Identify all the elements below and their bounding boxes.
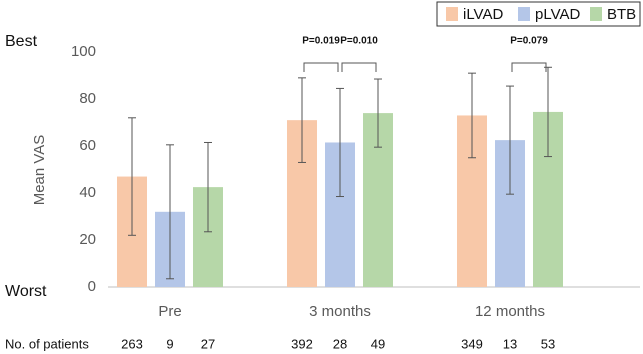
legend-label: BTB — [607, 6, 636, 23]
error-bar — [506, 85, 514, 195]
patients-label: No. of patients — [5, 336, 89, 351]
patient-count: 28 — [333, 336, 347, 351]
legend-swatch — [446, 7, 458, 21]
y-top-label: Best — [5, 33, 38, 50]
error-bar — [298, 77, 306, 163]
error-bar — [468, 72, 476, 159]
x-tick-label: 3 months — [309, 303, 371, 320]
p-value: P=0.019 — [302, 36, 340, 47]
patient-count: 349 — [461, 336, 483, 351]
y-bottom-label: Worst — [5, 283, 47, 300]
error-bar — [166, 144, 174, 280]
patient-count: 263 — [121, 336, 143, 351]
y-tick-label: 80 — [79, 90, 96, 107]
patient-count: 13 — [503, 336, 517, 351]
error-bar — [544, 66, 552, 158]
error-bar — [204, 141, 212, 233]
error-bar — [374, 78, 382, 148]
error-bar — [128, 117, 136, 236]
legend-label: pLVAD — [535, 6, 580, 23]
p-value: P=0.079 — [510, 36, 548, 47]
x-tick-label: 12 months — [475, 303, 545, 320]
y-axis-label: Mean VAS — [31, 135, 48, 206]
patient-count: 392 — [291, 336, 313, 351]
y-tick-label: 20 — [79, 231, 96, 248]
patient-count: 49 — [371, 336, 385, 351]
legend-box — [436, 1, 641, 27]
significance-bracket — [303, 62, 339, 72]
p-value: P=0.010 — [340, 36, 378, 47]
patient-count: 9 — [166, 336, 173, 351]
patient-count: 53 — [541, 336, 555, 351]
significance-bracket — [341, 62, 377, 72]
legend-label: iLVAD — [463, 6, 503, 23]
error-bar — [336, 87, 344, 198]
y-tick-label: 40 — [79, 184, 96, 201]
legend-swatch — [518, 7, 530, 21]
legend-swatch — [590, 7, 602, 21]
x-tick-label: Pre — [158, 303, 181, 320]
y-tick-label: 100 — [71, 43, 96, 60]
patient-count: 27 — [201, 336, 215, 351]
y-tick-label: 60 — [79, 137, 96, 154]
y-tick-label: 0 — [88, 278, 96, 295]
significance-bracket — [511, 62, 547, 72]
